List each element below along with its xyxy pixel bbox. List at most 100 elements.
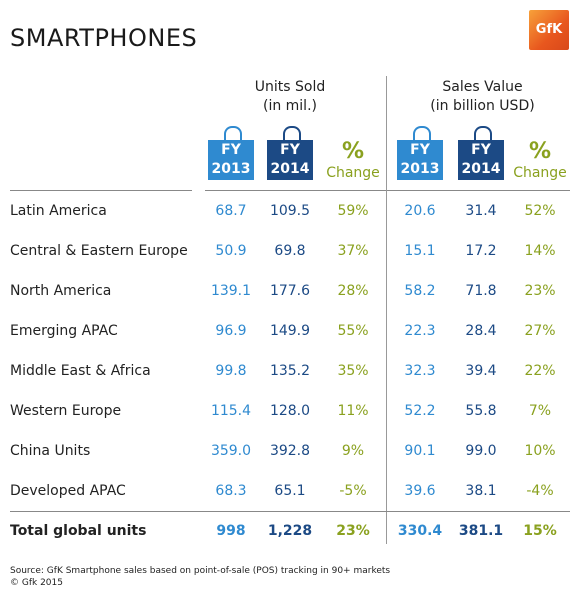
- units-change-cell: 11%: [337, 403, 369, 419]
- sales-value-header-line2: (in billion USD): [430, 98, 535, 114]
- total-rule: [10, 511, 570, 512]
- sales-change-cell: 23%: [524, 283, 556, 299]
- units-fy2014-cell: 109.5: [269, 203, 311, 219]
- percent-icon: %: [528, 139, 552, 164]
- fy2013-units-badge-line2: 2013: [211, 161, 251, 177]
- region-label: Middle East & Africa: [10, 363, 151, 379]
- sales-change-label: Change: [513, 165, 567, 181]
- sales-fy2013-cell: 39.6: [404, 483, 436, 499]
- sales-fy2013-cell: 90.1: [404, 443, 436, 459]
- units-change-label: Change: [326, 165, 380, 181]
- units-change-cell: -5%: [339, 483, 367, 499]
- units-fy2013-total: 998: [216, 523, 246, 539]
- region-label: China Units: [10, 443, 91, 459]
- fy2013-sales-badge-line2: 2013: [400, 161, 440, 177]
- units-fy2013-cell: 115.4: [210, 403, 252, 419]
- sales-value-header: Sales Value (in billion USD): [410, 78, 555, 116]
- units-fy2014-cell: 392.8: [269, 443, 311, 459]
- sales-fy2014-total: 381.1: [458, 523, 504, 539]
- sales-fy2014-cell: 39.4: [465, 363, 497, 379]
- units-fy2013-cell: 50.9: [215, 243, 247, 259]
- region-label: Emerging APAC: [10, 323, 118, 339]
- fy2014-sales-badge-line1: FY: [471, 142, 491, 158]
- units-fy2014-cell: 149.9: [269, 323, 311, 339]
- units-fy2013-cell: 99.8: [215, 363, 247, 379]
- bag-handle-icon: [474, 126, 492, 141]
- source-footnote: Source: GfK Smartphone sales based on po…: [10, 565, 390, 589]
- sales-change-cell: 52%: [524, 203, 556, 219]
- units-fy2013-cell: 68.7: [215, 203, 247, 219]
- bag-handle-icon: [413, 126, 431, 141]
- percent-icon: %: [341, 139, 365, 164]
- units-fy2014-total: 1,228: [267, 523, 313, 539]
- units-fy2014-cell: 177.6: [269, 283, 311, 299]
- gfk-logo: GfK: [529, 10, 569, 50]
- region-label: Western Europe: [10, 403, 122, 419]
- total-label: Total global units: [10, 523, 147, 539]
- sales-fy2014-cell: 38.1: [465, 483, 497, 499]
- fy2014-sales-badge: FY 2014: [458, 140, 504, 180]
- copyright-text: © Gfk 2015: [10, 578, 63, 588]
- units-sold-header: Units Sold (in mil.): [235, 78, 345, 116]
- units-change-total: 23%: [336, 523, 370, 539]
- units-fy2014-cell: 69.8: [274, 243, 306, 259]
- sales-change-cell: 7%: [528, 403, 552, 419]
- region-label: North America: [10, 283, 112, 299]
- fy2014-units-badge-line1: FY: [280, 142, 300, 158]
- fy2013-units-badge-line1: FY: [221, 142, 241, 158]
- units-fy2013-cell: 68.3: [215, 483, 247, 499]
- units-sold-header-line1: Units Sold: [254, 79, 326, 95]
- sales-fy2013-cell: 15.1: [404, 243, 436, 259]
- sales-change-cell: 10%: [524, 443, 556, 459]
- sales-fy2013-cell: 58.2: [404, 283, 436, 299]
- sales-fy2013-cell: 20.6: [404, 203, 436, 219]
- sales-fy2013-cell: 32.3: [404, 363, 436, 379]
- units-fy2014-cell: 65.1: [274, 483, 306, 499]
- sales-fy2013-total: 330.4: [397, 523, 443, 539]
- sales-value-header-line1: Sales Value: [442, 79, 523, 95]
- fy2014-units-badge-line2: 2014: [270, 161, 310, 177]
- sales-change-cell: 22%: [524, 363, 556, 379]
- sales-fy2014-cell: 28.4: [465, 323, 497, 339]
- sales-change-cell: 14%: [524, 243, 556, 259]
- sales-change-cell: 27%: [524, 323, 556, 339]
- header-rule-left: [10, 190, 192, 191]
- fy2013-sales-badge: FY 2013: [397, 140, 443, 180]
- units-change-cell: 37%: [337, 243, 369, 259]
- units-fy2013-cell: 139.1: [210, 283, 252, 299]
- region-label: Developed APAC: [10, 483, 126, 499]
- sales-fy2014-cell: 31.4: [465, 203, 497, 219]
- units-fy2013-cell: 96.9: [215, 323, 247, 339]
- sales-change-total: 15%: [523, 523, 557, 539]
- bag-handle-icon: [283, 126, 301, 141]
- sales-fy2014-cell: 55.8: [465, 403, 497, 419]
- sales-fy2013-cell: 52.2: [404, 403, 436, 419]
- page-title: SMARTPHONES: [10, 24, 198, 52]
- region-label: Central & Eastern Europe: [10, 243, 188, 259]
- units-fy2014-cell: 128.0: [269, 403, 311, 419]
- sales-fy2013-cell: 22.3: [404, 323, 436, 339]
- sales-fy2014-cell: 99.0: [465, 443, 497, 459]
- units-change-cell: 55%: [337, 323, 369, 339]
- units-fy2013-cell: 359.0: [210, 443, 252, 459]
- fy2013-units-badge: FY 2013: [208, 140, 254, 180]
- sales-change-cell: -4%: [526, 483, 554, 499]
- fy2014-units-badge: FY 2014: [267, 140, 313, 180]
- fy2014-sales-badge-line2: 2014: [461, 161, 501, 177]
- source-text: Source: GfK Smartphone sales based on po…: [10, 566, 391, 576]
- units-sold-header-line2: (in mil.): [262, 98, 317, 114]
- group-divider: [386, 76, 387, 544]
- units-change-cell: 9%: [341, 443, 365, 459]
- units-change-header: % Change: [323, 140, 383, 182]
- sales-fy2014-cell: 71.8: [465, 283, 497, 299]
- header-rule-right: [205, 190, 570, 191]
- units-change-cell: 35%: [337, 363, 369, 379]
- fy2013-sales-badge-line1: FY: [410, 142, 430, 158]
- sales-fy2014-cell: 17.2: [465, 243, 497, 259]
- units-change-cell: 28%: [337, 283, 369, 299]
- region-label: Latin America: [10, 203, 107, 219]
- units-fy2014-cell: 135.2: [269, 363, 311, 379]
- units-change-cell: 59%: [337, 203, 369, 219]
- bag-handle-icon: [224, 126, 242, 141]
- sales-change-header: % Change: [510, 140, 570, 182]
